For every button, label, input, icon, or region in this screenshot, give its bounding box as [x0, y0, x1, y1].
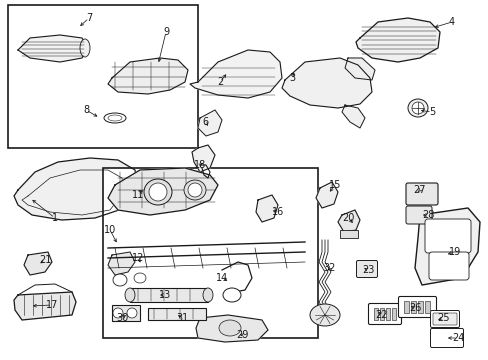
Ellipse shape [143, 179, 172, 205]
Bar [103, 168, 317, 338]
Text: 9: 9 [163, 27, 169, 37]
Text: 31: 31 [176, 313, 188, 323]
Ellipse shape [113, 274, 127, 286]
Bar [373, 308, 377, 320]
FancyBboxPatch shape [429, 328, 463, 347]
Text: 6: 6 [202, 117, 207, 127]
FancyBboxPatch shape [356, 261, 377, 278]
Polygon shape [414, 208, 479, 285]
Polygon shape [355, 18, 439, 62]
Text: 15: 15 [328, 180, 341, 190]
FancyBboxPatch shape [405, 206, 431, 224]
Text: 18: 18 [193, 160, 206, 170]
Bar [410, 301, 415, 313]
Ellipse shape [104, 113, 126, 123]
Text: 14: 14 [215, 273, 228, 283]
Ellipse shape [108, 115, 122, 121]
Text: 8: 8 [83, 105, 89, 115]
Ellipse shape [219, 320, 241, 336]
Polygon shape [14, 292, 76, 320]
Ellipse shape [407, 99, 427, 117]
Polygon shape [315, 182, 337, 208]
Text: 24: 24 [451, 333, 463, 343]
Ellipse shape [187, 183, 202, 197]
Polygon shape [341, 105, 364, 128]
Polygon shape [196, 315, 267, 342]
Polygon shape [108, 252, 135, 275]
Bar [339, 230, 357, 238]
Ellipse shape [149, 183, 167, 201]
Bar [403, 301, 408, 313]
FancyBboxPatch shape [432, 313, 456, 325]
Text: 11: 11 [132, 190, 144, 200]
Text: 27: 27 [413, 185, 426, 195]
Ellipse shape [203, 288, 213, 302]
Polygon shape [198, 110, 222, 136]
Bar [379, 308, 383, 320]
Bar [417, 301, 422, 313]
Bar [148, 308, 205, 320]
Text: 10: 10 [103, 225, 116, 235]
Ellipse shape [127, 308, 137, 318]
Text: 1: 1 [52, 213, 58, 223]
Ellipse shape [223, 288, 241, 302]
Polygon shape [345, 58, 374, 80]
Ellipse shape [183, 180, 205, 200]
Ellipse shape [309, 304, 339, 326]
Text: 17: 17 [46, 300, 58, 310]
Text: 13: 13 [159, 290, 171, 300]
Bar [130, 288, 207, 302]
Bar [391, 308, 395, 320]
Text: 26: 26 [408, 303, 420, 313]
Polygon shape [108, 58, 187, 94]
Text: 12: 12 [132, 253, 144, 263]
FancyBboxPatch shape [368, 303, 401, 324]
Polygon shape [24, 252, 52, 275]
Polygon shape [282, 58, 371, 108]
FancyBboxPatch shape [428, 252, 468, 280]
Text: 4: 4 [448, 17, 454, 27]
Bar [385, 308, 389, 320]
Ellipse shape [125, 288, 135, 302]
Text: 19: 19 [448, 247, 460, 257]
Polygon shape [337, 210, 359, 232]
Text: 16: 16 [271, 207, 284, 217]
FancyBboxPatch shape [405, 183, 437, 205]
Text: 3: 3 [288, 73, 294, 83]
Text: 2: 2 [217, 77, 223, 87]
Ellipse shape [113, 308, 123, 318]
Text: 29: 29 [235, 330, 248, 340]
Text: 22: 22 [375, 310, 387, 320]
Text: 23: 23 [361, 265, 373, 275]
Polygon shape [190, 50, 282, 98]
FancyBboxPatch shape [429, 310, 459, 328]
Bar [424, 301, 429, 313]
Polygon shape [192, 145, 215, 172]
Text: 20: 20 [341, 213, 353, 223]
Bar [8, 5, 198, 148]
Text: 28: 28 [421, 210, 433, 220]
Polygon shape [256, 195, 278, 222]
Ellipse shape [134, 273, 146, 283]
Polygon shape [14, 158, 138, 220]
Text: 32: 32 [323, 263, 336, 273]
Text: 25: 25 [436, 313, 448, 323]
Polygon shape [108, 168, 218, 215]
Text: 30: 30 [116, 313, 128, 323]
Ellipse shape [80, 39, 90, 57]
FancyBboxPatch shape [398, 297, 436, 318]
Text: 5: 5 [428, 107, 434, 117]
Bar [112, 305, 140, 321]
Polygon shape [18, 35, 88, 62]
Text: 21: 21 [39, 255, 51, 265]
Ellipse shape [411, 102, 423, 114]
Text: 7: 7 [86, 13, 92, 23]
FancyBboxPatch shape [424, 219, 470, 253]
